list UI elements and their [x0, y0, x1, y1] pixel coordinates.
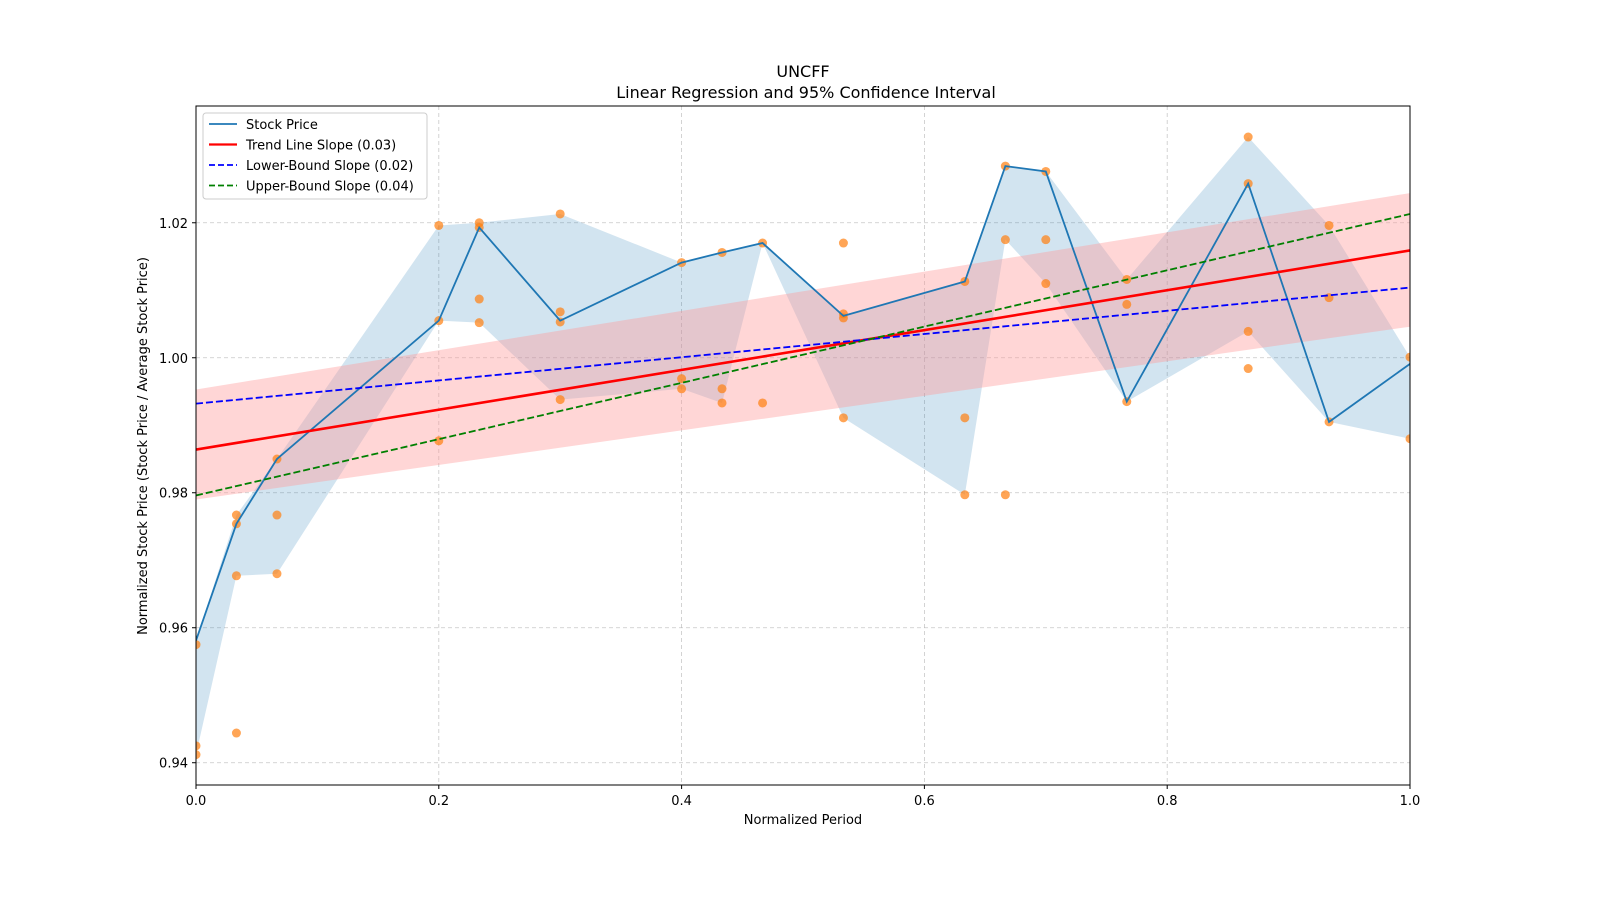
scatter-point	[196, 741, 201, 751]
scatter-point	[1405, 352, 1410, 362]
scatter-point	[1041, 279, 1051, 289]
stock-range-band	[196, 137, 1410, 755]
trend-line	[196, 249, 1410, 451]
legend-label-lower: Lower-Bound Slope (0.02)	[246, 159, 413, 174]
y-axis: 0.94 0.96 0.98 1.00 1.02	[159, 217, 196, 772]
scatter-point	[555, 307, 565, 317]
plot-area	[196, 132, 1410, 760]
scatter-point	[555, 395, 565, 405]
x-tick-label: 0.8	[1157, 794, 1178, 809]
scatter-point	[677, 374, 687, 384]
scatter-point	[717, 398, 727, 408]
plot-frame	[195, 105, 1411, 786]
x-tick-label: 0.2	[428, 794, 449, 809]
y-tick-label: 0.98	[159, 487, 188, 502]
chart-subtitle: Linear Regression and 95% Confidence Int…	[616, 83, 996, 102]
scatter-point	[231, 728, 241, 738]
scatter-point	[1000, 490, 1010, 500]
legend-label-upper: Upper-Bound Slope (0.04)	[246, 180, 414, 195]
legend-label-trend: Trend Line Slope (0.03)	[245, 139, 396, 154]
scatter-point	[1243, 132, 1253, 142]
x-tick-label: 0.0	[186, 794, 207, 809]
x-axis: 0.0 0.2 0.4 0.6 0.8 1.0	[186, 785, 1421, 809]
legend-label-stock: Stock Price	[246, 118, 318, 133]
x-tick-label: 1.0	[1400, 794, 1421, 809]
stock-price-line	[196, 165, 1410, 641]
legend: Stock Price Trend Line Slope (0.03) Lower-…	[202, 112, 428, 200]
scatter-point	[960, 413, 970, 423]
scatter-point	[555, 209, 565, 219]
scatter-point	[960, 490, 970, 500]
upper-bound-line	[196, 213, 1410, 497]
scatter-point	[474, 294, 484, 304]
y-tick-label: 1.02	[159, 217, 188, 232]
scatter-point	[1405, 434, 1410, 444]
scatter-point	[196, 640, 201, 650]
scatter-point	[1243, 364, 1253, 374]
x-tick-label: 0.6	[914, 794, 935, 809]
scatter-point	[1041, 235, 1051, 245]
scatter-point	[196, 750, 201, 760]
scatter-point	[231, 571, 241, 581]
scatter-point	[1243, 326, 1253, 336]
y-tick-label: 0.96	[159, 622, 188, 637]
x-axis-label: Normalized Period	[744, 813, 862, 828]
lower-bound-line	[196, 286, 1410, 405]
scatter-point	[838, 238, 848, 248]
x-tick-label: 0.4	[671, 794, 692, 809]
scatter-point	[717, 384, 727, 394]
scatter-point	[1000, 235, 1010, 245]
trend-confidence-band	[196, 193, 1410, 500]
chart-title-group: UNCFF Linear Regression and 95% Confiden…	[616, 62, 996, 102]
chart-title: UNCFF	[776, 62, 829, 81]
scatter-point	[272, 569, 282, 579]
scatter-point	[272, 510, 282, 520]
scatter-point	[677, 384, 687, 394]
y-tick-label: 0.94	[159, 757, 188, 772]
y-tick-label: 1.00	[159, 352, 188, 367]
scatter-point	[231, 510, 241, 520]
scatter-point	[474, 318, 484, 328]
scatter-point	[1324, 220, 1334, 230]
scatter-point	[838, 413, 848, 423]
scatter-point	[758, 398, 768, 408]
y-axis-label: Normalized Stock Price (Stock Price / Av…	[136, 257, 151, 635]
scatter-point	[434, 220, 444, 230]
scatter-point	[1122, 299, 1132, 309]
legend-box	[202, 112, 428, 200]
